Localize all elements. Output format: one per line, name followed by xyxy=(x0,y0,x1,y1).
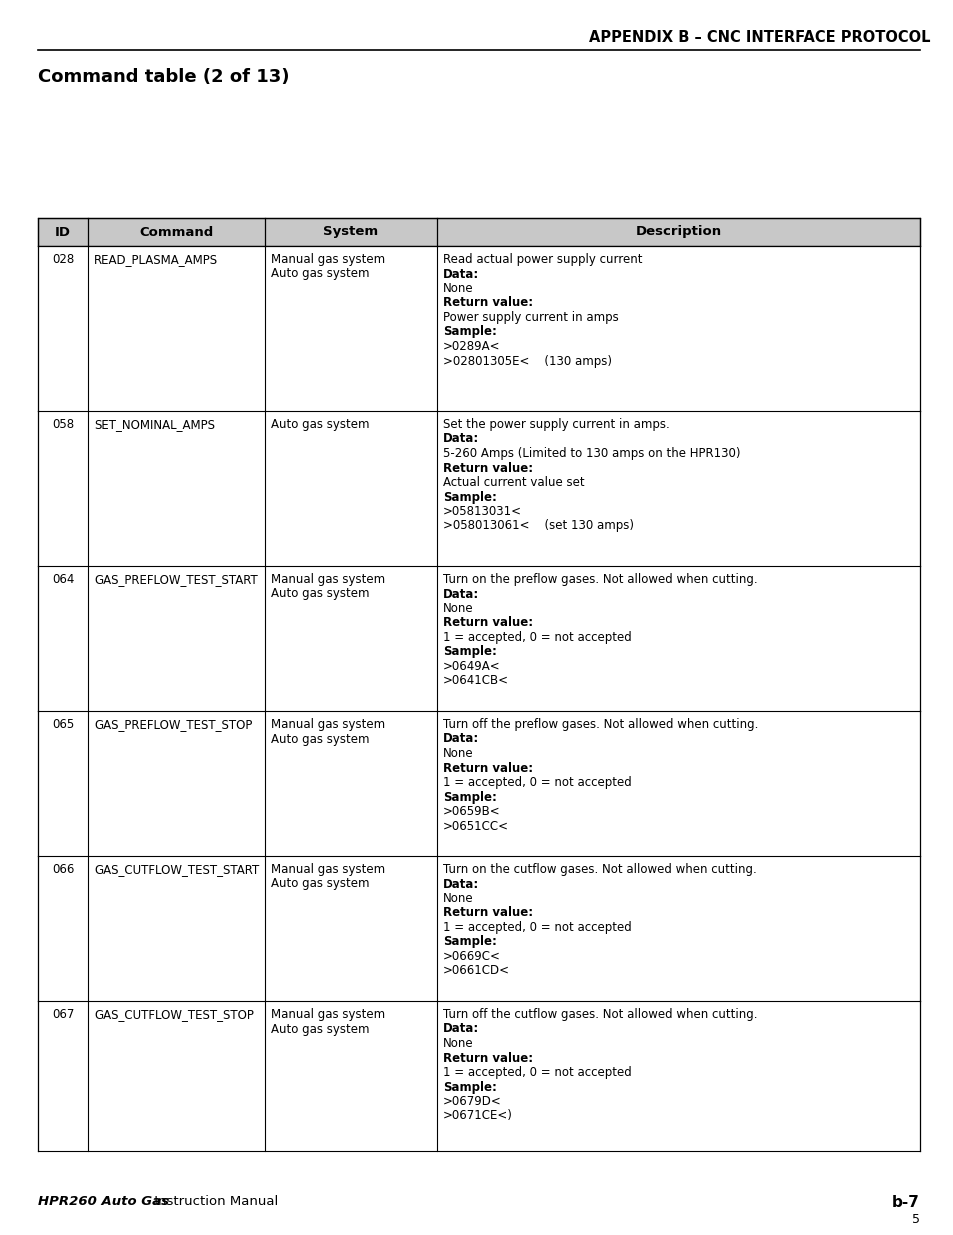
Text: None: None xyxy=(442,1037,473,1050)
Text: Instruction Manual: Instruction Manual xyxy=(150,1195,278,1208)
Text: Data:: Data: xyxy=(442,432,478,446)
Text: Description: Description xyxy=(635,226,720,238)
Text: Auto gas system: Auto gas system xyxy=(271,588,369,600)
Text: Sample:: Sample: xyxy=(442,790,496,804)
Text: Auto gas system: Auto gas system xyxy=(271,878,369,890)
Text: >05813031<: >05813031< xyxy=(442,505,521,517)
Text: Data:: Data: xyxy=(442,1023,478,1035)
Text: >0661CD<: >0661CD< xyxy=(442,965,509,977)
Text: >058013061<    (set 130 amps): >058013061< (set 130 amps) xyxy=(442,520,633,532)
Text: 066: 066 xyxy=(51,863,74,876)
Bar xyxy=(38,246,919,411)
Text: >0679D<: >0679D< xyxy=(442,1095,501,1108)
Text: Data:: Data: xyxy=(442,878,478,890)
Text: Return value:: Return value: xyxy=(442,762,532,774)
Text: Turn on the cutflow gases. Not allowed when cutting.: Turn on the cutflow gases. Not allowed w… xyxy=(442,863,756,876)
Text: None: None xyxy=(442,282,473,295)
Text: 067: 067 xyxy=(51,1008,74,1021)
Text: GAS_CUTFLOW_TEST_START: GAS_CUTFLOW_TEST_START xyxy=(94,863,259,876)
Text: 028: 028 xyxy=(52,253,74,266)
Text: Turn off the cutflow gases. Not allowed when cutting.: Turn off the cutflow gases. Not allowed … xyxy=(442,1008,757,1021)
Text: Auto gas system: Auto gas system xyxy=(271,268,369,280)
Text: None: None xyxy=(442,892,473,905)
Text: Manual gas system: Manual gas system xyxy=(271,573,384,585)
Text: 5: 5 xyxy=(911,1213,919,1226)
Text: Sample:: Sample: xyxy=(442,326,496,338)
Text: System: System xyxy=(323,226,377,238)
Text: Manual gas system: Manual gas system xyxy=(271,1008,384,1021)
Text: Return value:: Return value: xyxy=(442,1051,532,1065)
Text: >0641CB<: >0641CB< xyxy=(442,674,508,688)
Bar xyxy=(38,566,919,711)
Text: 5-260 Amps (Limited to 130 amps on the HPR130): 5-260 Amps (Limited to 130 amps on the H… xyxy=(442,447,740,459)
Text: Data:: Data: xyxy=(442,268,478,280)
Text: Turn on the preflow gases. Not allowed when cutting.: Turn on the preflow gases. Not allowed w… xyxy=(442,573,757,585)
Text: >0659B<: >0659B< xyxy=(442,805,499,818)
Text: GAS_CUTFLOW_TEST_STOP: GAS_CUTFLOW_TEST_STOP xyxy=(94,1008,253,1021)
Text: 1 = accepted, 0 = not accepted: 1 = accepted, 0 = not accepted xyxy=(442,631,631,643)
Text: Manual gas system: Manual gas system xyxy=(271,718,384,731)
Text: ID: ID xyxy=(55,226,71,238)
Text: 1 = accepted, 0 = not accepted: 1 = accepted, 0 = not accepted xyxy=(442,776,631,789)
Bar xyxy=(38,711,919,856)
Text: >02801305E<    (130 amps): >02801305E< (130 amps) xyxy=(442,354,611,368)
Text: Sample:: Sample: xyxy=(442,490,496,504)
Text: GAS_PREFLOW_TEST_STOP: GAS_PREFLOW_TEST_STOP xyxy=(94,718,253,731)
Text: Actual current value set: Actual current value set xyxy=(442,475,583,489)
Text: Data:: Data: xyxy=(442,588,478,600)
Text: GAS_PREFLOW_TEST_START: GAS_PREFLOW_TEST_START xyxy=(94,573,257,585)
Text: 064: 064 xyxy=(51,573,74,585)
Bar xyxy=(38,219,919,246)
Text: Sample:: Sample: xyxy=(442,935,496,948)
Text: Power supply current in amps: Power supply current in amps xyxy=(442,311,618,324)
Text: Manual gas system: Manual gas system xyxy=(271,863,384,876)
Text: 1 = accepted, 0 = not accepted: 1 = accepted, 0 = not accepted xyxy=(442,1066,631,1079)
Text: Return value:: Return value: xyxy=(442,296,532,310)
Text: Command table (2 of 13): Command table (2 of 13) xyxy=(38,68,289,86)
Text: Set the power supply current in amps.: Set the power supply current in amps. xyxy=(442,417,669,431)
Text: Sample:: Sample: xyxy=(442,646,496,658)
Text: Return value:: Return value: xyxy=(442,616,532,630)
Text: HPR260 Auto Gas: HPR260 Auto Gas xyxy=(38,1195,169,1208)
Text: Manual gas system: Manual gas system xyxy=(271,253,384,266)
Text: Auto gas system: Auto gas system xyxy=(271,1023,369,1035)
Text: Auto gas system: Auto gas system xyxy=(271,732,369,746)
Text: b-7: b-7 xyxy=(891,1195,919,1210)
Text: >0651CC<: >0651CC< xyxy=(442,820,508,832)
Bar xyxy=(38,1002,919,1151)
Text: Read actual power supply current: Read actual power supply current xyxy=(442,253,641,266)
Text: Return value:: Return value: xyxy=(442,462,532,474)
Text: >0671CE<): >0671CE<) xyxy=(442,1109,512,1123)
Text: >0649A<: >0649A< xyxy=(442,659,499,673)
Text: Sample:: Sample: xyxy=(442,1081,496,1093)
Text: Return value:: Return value: xyxy=(442,906,532,920)
Text: >0289A<: >0289A< xyxy=(442,340,499,353)
Text: Data:: Data: xyxy=(442,732,478,746)
Text: 058: 058 xyxy=(52,417,74,431)
Text: SET_NOMINAL_AMPS: SET_NOMINAL_AMPS xyxy=(94,417,215,431)
Text: APPENDIX B – CNC INTERFACE PROTOCOL: APPENDIX B – CNC INTERFACE PROTOCOL xyxy=(589,30,930,44)
Text: Turn off the preflow gases. Not allowed when cutting.: Turn off the preflow gases. Not allowed … xyxy=(442,718,758,731)
Text: Auto gas system: Auto gas system xyxy=(271,417,369,431)
Bar xyxy=(38,856,919,1002)
Text: None: None xyxy=(442,601,473,615)
Text: >0669C<: >0669C< xyxy=(442,950,500,963)
Text: READ_PLASMA_AMPS: READ_PLASMA_AMPS xyxy=(94,253,218,266)
Text: 1 = accepted, 0 = not accepted: 1 = accepted, 0 = not accepted xyxy=(442,921,631,934)
Text: Command: Command xyxy=(139,226,213,238)
Bar xyxy=(38,411,919,566)
Text: None: None xyxy=(442,747,473,760)
Text: 065: 065 xyxy=(52,718,74,731)
